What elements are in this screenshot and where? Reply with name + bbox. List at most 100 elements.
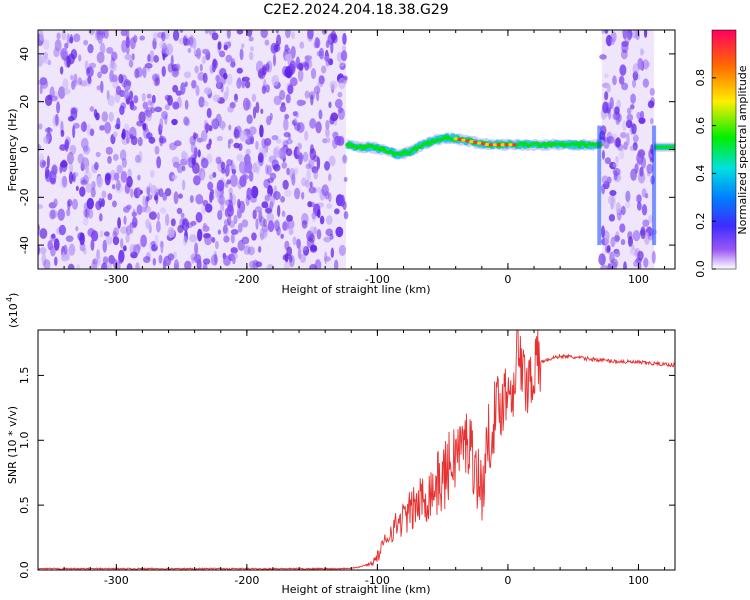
- spectral-blob: [236, 30, 244, 35]
- spectral-blob: [314, 36, 320, 49]
- spectral-blob: [99, 42, 106, 55]
- spectral-blob: [630, 104, 635, 110]
- spectral-blob: [304, 130, 309, 141]
- spectral-blob: [38, 204, 44, 210]
- spectral-blob: [179, 30, 184, 33]
- spectral-blob: [223, 41, 232, 49]
- spectral-blob: [225, 164, 230, 177]
- spectral-blob: [121, 40, 127, 53]
- spectral-blob: [236, 67, 243, 74]
- spectral-blob: [50, 245, 56, 257]
- spectral-blob: [264, 193, 272, 201]
- spectral-blob: [146, 186, 151, 196]
- spectral-blob: [171, 174, 178, 180]
- spectral-blob: [614, 250, 621, 258]
- spectral-blob: [53, 198, 58, 207]
- spectral-blob: [46, 155, 50, 169]
- spectral-blob: [309, 118, 317, 129]
- spectral-blob: [131, 53, 135, 61]
- spectral-blob: [139, 35, 145, 41]
- spectral-blob: [142, 66, 147, 79]
- spectral-blob: [200, 129, 208, 142]
- spectral-blob: [296, 238, 301, 249]
- spectral-blob: [165, 43, 174, 56]
- spectral-blob: [211, 236, 216, 243]
- spectral-blob: [277, 204, 281, 218]
- spectral-blob: [161, 42, 167, 55]
- spectral-blob: [77, 232, 85, 241]
- spectral-blob: [623, 261, 627, 269]
- spectral-blob: [650, 117, 654, 125]
- spectral-blob: [265, 164, 269, 175]
- spectral-blob: [172, 161, 180, 168]
- spectral-blob: [161, 110, 168, 120]
- spectral-blob: [604, 234, 610, 247]
- colorbar-tick-label: 0.4: [694, 165, 707, 183]
- spectral-blob: [164, 94, 171, 102]
- spectral-blob: [611, 261, 618, 269]
- edge-artifact: [597, 125, 602, 246]
- spectral-blob: [167, 226, 175, 239]
- spectrogram-marks: [38, 30, 675, 269]
- spectral-blob: [632, 63, 640, 75]
- spectral-blob: [225, 54, 233, 63]
- spectral-blob: [341, 78, 348, 84]
- spectral-blob: [242, 238, 249, 245]
- spectral-blob: [182, 152, 189, 162]
- spectral-blob: [82, 217, 89, 226]
- spectral-blob: [79, 186, 86, 197]
- spectral-blob: [142, 195, 146, 207]
- spectral-blob: [161, 31, 166, 42]
- spectral-blob: [204, 233, 213, 246]
- spectral-blob: [127, 168, 132, 178]
- spectral-blob: [643, 30, 648, 39]
- spectral-blob: [627, 231, 633, 240]
- spectral-blob: [637, 171, 646, 184]
- spectral-blob: [119, 149, 127, 161]
- spectral-blob: [294, 167, 299, 175]
- spectral-blob: [83, 171, 92, 181]
- spectral-blob: [68, 36, 74, 44]
- spectral-blob: [93, 108, 98, 118]
- spectral-blob: [107, 95, 115, 107]
- spectral-blob: [276, 138, 282, 144]
- spectral-blob: [183, 116, 189, 126]
- spectral-blob: [232, 255, 236, 265]
- spectral-blob: [108, 111, 114, 123]
- spectral-blob: [612, 75, 617, 86]
- spectral-blob: [73, 73, 78, 84]
- spectral-blob: [130, 228, 134, 234]
- spectral-blob: [265, 207, 273, 214]
- spectral-blob: [144, 62, 153, 69]
- spectral-blob: [147, 54, 151, 62]
- spectral-blob: [234, 95, 239, 103]
- spectral-blob: [96, 175, 103, 188]
- spectral-blob: [104, 121, 112, 134]
- spectral-blob: [140, 234, 147, 248]
- spectral-blob: [233, 142, 240, 149]
- colorbar-tick-label: 0.2: [694, 212, 707, 230]
- spectral-blob: [310, 244, 318, 252]
- spectral-blob: [321, 184, 329, 197]
- spectral-blob: [45, 132, 51, 140]
- spectral-blob: [162, 192, 168, 201]
- spectral-blob: [118, 73, 124, 84]
- spectral-blob: [78, 54, 82, 62]
- spectral-blob: [296, 99, 305, 107]
- spectral-blob: [67, 263, 75, 269]
- spectral-blob: [249, 137, 255, 145]
- spectral-blob: [619, 223, 626, 233]
- spectral-blob: [107, 193, 113, 201]
- spectral-blob: [271, 74, 280, 87]
- spectral-blob: [637, 250, 644, 261]
- spectral-blob: [607, 263, 612, 269]
- signal-peak: [465, 139, 470, 143]
- spectral-blob: [640, 226, 646, 240]
- spectral-blob: [242, 97, 250, 111]
- spectral-blob: [183, 71, 192, 79]
- spectral-blob: [239, 48, 244, 61]
- spectral-blob: [646, 61, 651, 68]
- spectral-blob: [282, 179, 289, 190]
- spectral-blob: [223, 200, 229, 206]
